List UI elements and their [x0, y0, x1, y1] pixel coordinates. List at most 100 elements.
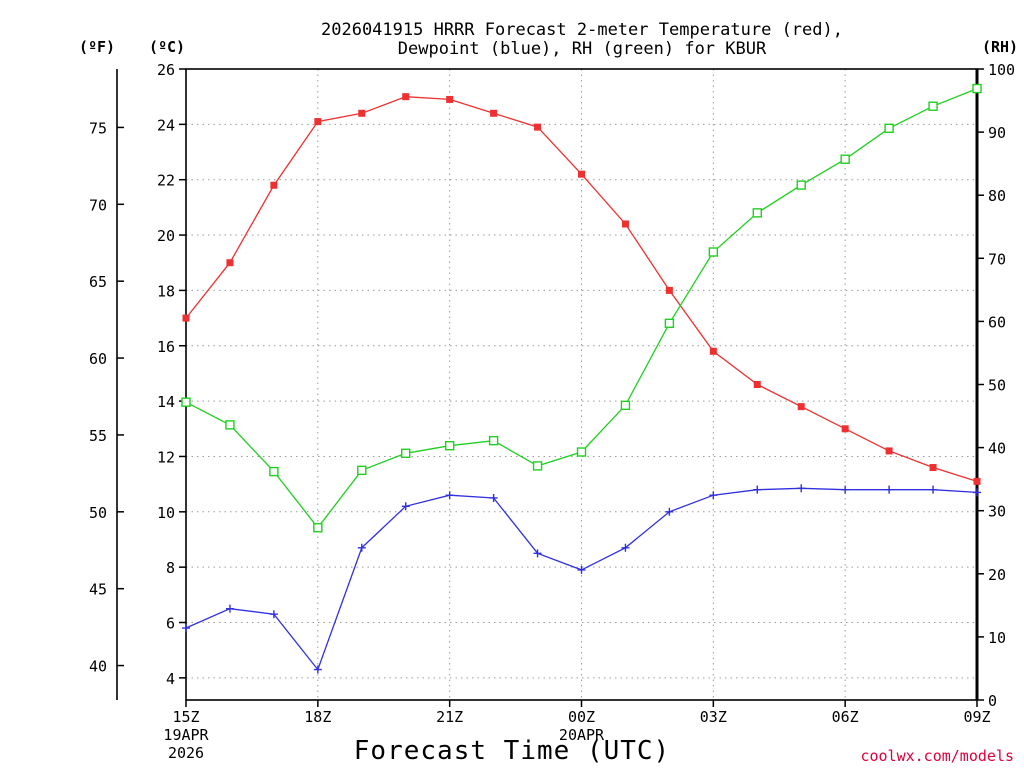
- fahrenheit-tick-label: 50: [89, 504, 107, 522]
- temperature-point: [753, 381, 761, 388]
- celsius-tick-label: 18: [157, 282, 175, 300]
- dewpoint-point: [313, 665, 322, 674]
- dewpoint-point: [929, 485, 938, 494]
- x-tick-label: 18Z: [304, 708, 331, 726]
- dewpoint-point: [533, 549, 542, 558]
- rh-tick-label: 40: [988, 440, 1006, 458]
- temperature-point: [358, 109, 366, 117]
- temperature-point: [226, 259, 234, 267]
- rh-point: [972, 83, 982, 94]
- celsius-tick-label: 8: [166, 559, 175, 577]
- dewpoint-point: [753, 485, 762, 494]
- rh-tick-label: 30: [988, 503, 1006, 521]
- x-tick-label: 09Z: [963, 708, 990, 726]
- rh-point: [444, 441, 455, 451]
- celsius-unit-label: (ºC): [149, 38, 185, 56]
- temperature-point: [446, 95, 454, 103]
- rh-point: [357, 465, 367, 476]
- rh-point: [928, 101, 938, 111]
- dewpoint-point: [973, 488, 981, 497]
- x-tick-label: 00Z: [568, 708, 595, 726]
- rh-tick-label: 80: [988, 187, 1006, 205]
- rh-tick-label: 10: [988, 629, 1006, 647]
- fahrenheit-tick-label: 55: [89, 427, 107, 445]
- rh-line: [185, 87, 978, 529]
- celsius-tick-label: 10: [157, 504, 175, 522]
- rh-point: [884, 123, 894, 134]
- rh-unit-label: (RH): [982, 38, 1018, 56]
- dewpoint-point: [269, 610, 278, 619]
- rh-point: [796, 180, 806, 190]
- rh-point: [225, 420, 235, 430]
- dewpoint-point: [401, 502, 410, 511]
- credit-text: coolwx.com/models: [860, 747, 1014, 765]
- dewpoint-point: [709, 491, 718, 500]
- rh-tick-label: 90: [988, 124, 1006, 142]
- fahrenheit-unit-label: (ºF): [79, 38, 115, 56]
- rh-point: [840, 154, 850, 164]
- title-line-1: 2026041915 HRRR Forecast 2-meter Tempera…: [321, 20, 843, 40]
- temperature-point: [621, 220, 629, 228]
- temperature-point: [534, 123, 542, 131]
- x-tick-label: 03Z: [700, 708, 727, 726]
- rh-point: [664, 318, 675, 328]
- rh-point: [313, 523, 323, 533]
- rh-point: [181, 397, 191, 407]
- dewpoint-point: [489, 493, 498, 502]
- axes: [116, 68, 984, 707]
- celsius-tick-label: 20: [157, 227, 175, 245]
- temperature-point: [929, 464, 937, 472]
- celsius-tick-label: 14: [157, 393, 175, 411]
- celsius-tick-label: 24: [157, 116, 175, 134]
- dewpoint-point: [665, 507, 674, 516]
- temperature-point: [973, 477, 981, 485]
- rh-point: [620, 400, 631, 411]
- x-axis-label: Forecast Time (UTC): [354, 736, 670, 766]
- celsius-tick-label: 26: [157, 61, 175, 79]
- celsius-tick-label: 4: [166, 670, 175, 688]
- dewpoint-point: [445, 491, 454, 500]
- fahrenheit-tick-label: 40: [89, 658, 107, 676]
- celsius-tick-label: 16: [157, 338, 175, 356]
- dewpoint-point: [577, 565, 586, 574]
- temperature-point: [402, 93, 410, 101]
- rh-tick-label: 50: [988, 377, 1006, 395]
- rh-point: [269, 466, 279, 477]
- title-line-2: Dewpoint (blue), RH (green) for KBUR: [398, 39, 767, 59]
- fahrenheit-tick-label: 60: [89, 350, 107, 368]
- fahrenheit-tick-label: 45: [89, 581, 107, 599]
- dewpoint-point: [357, 543, 366, 552]
- celsius-tick-label: 6: [166, 615, 175, 633]
- fahrenheit-tick-label: 65: [89, 273, 107, 291]
- x-tick-date-label: 19APR: [163, 726, 209, 744]
- x-tick-year-label: 2026: [168, 744, 204, 762]
- temperature-point: [709, 347, 717, 355]
- grid-lines: [186, 69, 977, 700]
- celsius-tick-label: 12: [157, 448, 175, 466]
- temperature-point: [270, 181, 278, 189]
- dewpoint-point: [841, 485, 850, 494]
- celsius-tick-label: 22: [157, 172, 175, 190]
- rh-point: [488, 435, 499, 446]
- x-tick-label: 15Z: [172, 708, 199, 726]
- chart-title: 2026041915 HRRR Forecast 2-meter Tempera…: [321, 20, 843, 59]
- dewpoint-point: [182, 624, 190, 633]
- rh-point: [708, 247, 719, 257]
- dewpoint-point: [797, 484, 806, 493]
- rh-tick-label: 70: [988, 250, 1006, 268]
- dewpoint-point: [621, 543, 630, 552]
- temperature-point: [841, 425, 849, 433]
- x-tick-label: 21Z: [436, 708, 463, 726]
- rh-tick-label: 0: [988, 692, 997, 710]
- rh-point: [401, 448, 411, 458]
- temperature-point: [314, 118, 322, 126]
- dewpoint-point: [225, 604, 234, 613]
- fahrenheit-tick-label: 70: [89, 196, 107, 214]
- x-tick-label: 06Z: [832, 708, 859, 726]
- dewpoint-point: [885, 485, 894, 494]
- x-tick-date-label: 20APR: [559, 726, 605, 744]
- rh-point: [532, 461, 543, 471]
- temperature-point: [490, 109, 498, 117]
